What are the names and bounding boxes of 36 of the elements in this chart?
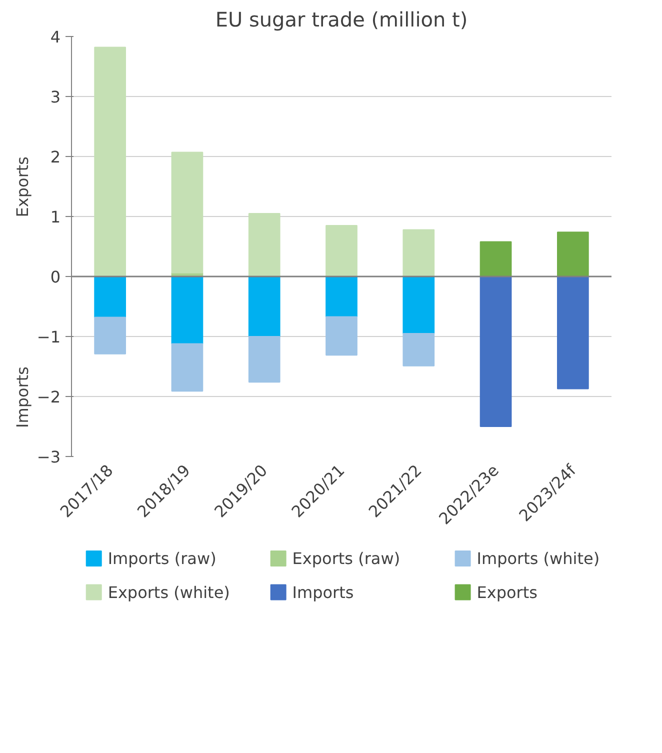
bar	[171, 343, 204, 392]
bar	[94, 276, 126, 318]
legend-label: Exports (white)	[108, 582, 230, 602]
y-tick-label: 3	[50, 88, 61, 106]
bar	[557, 232, 589, 277]
y-tick-label: 1	[50, 208, 61, 226]
bar	[557, 276, 589, 390]
text: Exports	[13, 156, 32, 218]
bar	[94, 316, 126, 354]
chart-title: EU sugar trade (million t)	[215, 8, 468, 32]
bar	[248, 336, 280, 383]
bar	[248, 213, 280, 277]
bar	[402, 276, 435, 334]
bar	[402, 229, 435, 277]
bar	[480, 241, 512, 277]
bar	[326, 276, 358, 318]
y-tick-label: −2	[36, 388, 61, 406]
bar	[402, 333, 435, 366]
bar	[248, 276, 280, 337]
bar	[326, 225, 358, 277]
y-tick-label: −3	[36, 448, 61, 466]
legend-label: Imports (raw)	[108, 549, 216, 568]
legend-label: Exports (raw)	[292, 549, 400, 568]
y-tick-label: −1	[36, 328, 61, 346]
bar	[171, 276, 204, 344]
y-tick-label: 0	[50, 268, 61, 286]
y-tick-label: 2	[50, 148, 61, 166]
y-tick-label: 4	[50, 28, 61, 46]
legend-label: Imports (white)	[476, 549, 600, 568]
legend-label: Imports	[292, 582, 354, 602]
bar	[171, 152, 204, 274]
bar	[94, 46, 126, 277]
legend-label: Exports	[476, 582, 538, 602]
text: Imports	[13, 366, 32, 428]
bar	[480, 276, 512, 427]
bar	[326, 316, 358, 356]
